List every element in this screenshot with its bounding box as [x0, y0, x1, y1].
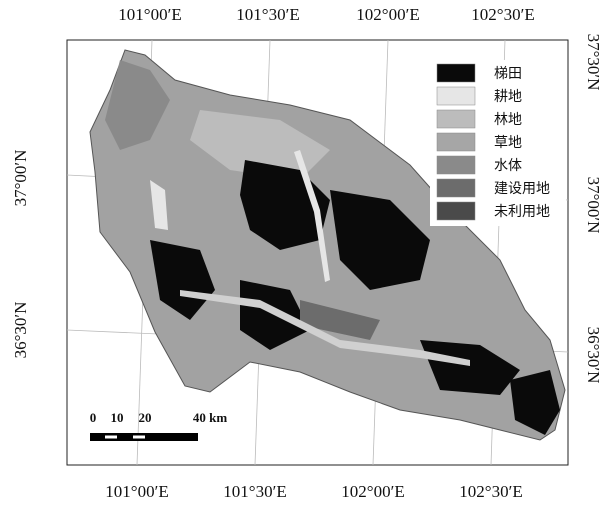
coord-label-right: 37°00′N	[584, 177, 603, 234]
coord-label-left: 36°30′N	[11, 302, 30, 359]
scale-label: 20	[139, 410, 152, 425]
legend-swatch	[437, 110, 475, 128]
scale-label: 10	[111, 410, 124, 425]
legend-swatch	[437, 133, 475, 151]
coord-label-bottom: 101°00′E	[105, 482, 168, 501]
coord-label-top: 101°00′E	[118, 5, 181, 24]
legend-label: 草地	[494, 135, 522, 151]
scale-label: 0	[90, 410, 97, 425]
legend-swatch	[437, 202, 475, 220]
map-figure: 梯田耕地林地草地水体建设用地未利用地 101°00′E 101°30′E 102°0…	[0, 0, 610, 508]
coord-label-right: 36°30′N	[584, 327, 603, 384]
legend-label: 林地	[494, 112, 522, 128]
coord-label-top: 102°00′E	[356, 5, 419, 24]
legend-label: 水体	[494, 158, 522, 174]
coord-label-left: 37°00′N	[11, 150, 30, 207]
legend-label: 未利用地	[494, 204, 550, 220]
legend-swatch	[437, 179, 475, 197]
scale-label: 40 km	[193, 410, 227, 425]
legend-swatch	[437, 64, 475, 82]
coord-label-right: 37°30′N	[584, 34, 603, 91]
coord-label-bottom: 102°00′E	[341, 482, 404, 501]
legend-swatch	[437, 156, 475, 174]
coord-label-bottom: 101°30′E	[223, 482, 286, 501]
legend-label: 耕地	[494, 88, 522, 105]
legend-label: 梯田	[494, 66, 522, 82]
coord-label-top: 101°30′E	[236, 5, 299, 24]
legend-swatch	[437, 87, 475, 105]
coord-label-bottom: 102°30′E	[459, 482, 522, 501]
scale-bar	[90, 433, 198, 441]
coord-label-top: 102°30′E	[471, 5, 534, 24]
legend-label: 建设用地	[494, 181, 550, 197]
